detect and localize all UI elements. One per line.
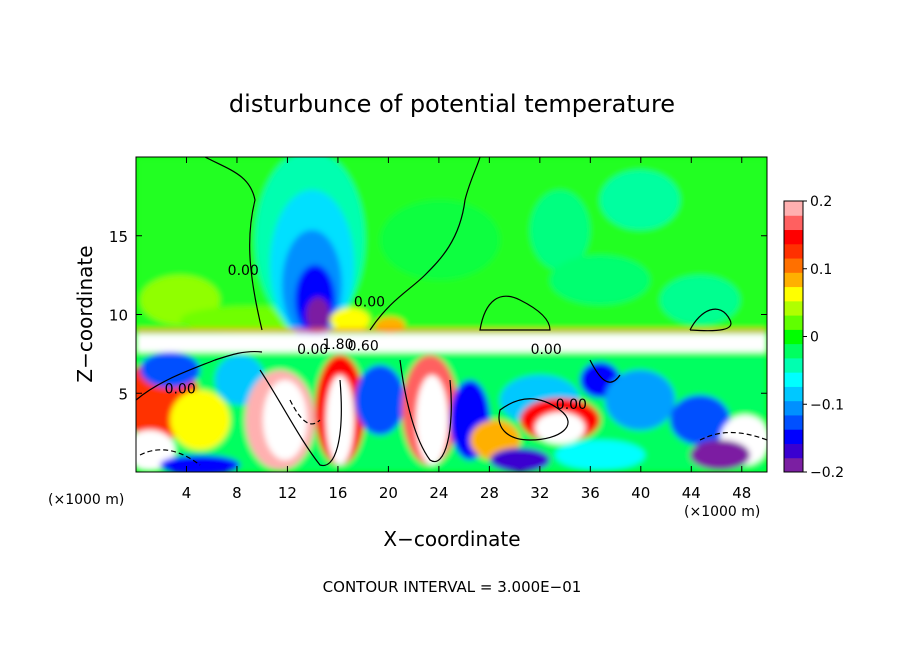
contour-line [589,359,621,383]
x-tick-label: 12 [278,484,297,502]
y-axis-label: Z−coordinate [73,245,97,382]
colorbar-tick-label: −0.1 [810,397,844,413]
contour-line [369,157,481,331]
field-patch [306,297,330,333]
field-patch [326,375,354,465]
contour-line [289,399,321,425]
colorbar-segment [784,457,803,473]
contour-interval-note: CONTOUR INTERVAL = 3.000E−01 [323,578,582,596]
contour-label: 0.00 [165,381,196,397]
colorbar-segment [784,400,803,416]
colorbar-segment [784,372,803,387]
colorbar-segment [784,243,803,259]
contour-label: 0.00 [354,295,385,311]
colorbar-segment [784,215,803,231]
field-patch [136,334,767,352]
x-tick-label: 36 [581,484,600,502]
field-patch [330,308,370,332]
field-patch [690,440,750,470]
field-patch [160,455,240,472]
colorbar-segments [784,201,803,473]
field-patch [380,200,500,280]
field-patch [490,448,550,472]
x-axis-label: X−coordinate [383,527,520,551]
contour-line [699,431,767,441]
x-unit-label-right: (×1000 m) [684,504,760,520]
field-patch [670,395,730,445]
y-tick-label: 5 [118,385,128,403]
colorbar-tick-label: 0 [810,330,819,346]
x-tick-label: 16 [328,484,347,502]
colorbar-segment [784,343,803,359]
x-tick-label: 32 [530,484,549,502]
field-patch [605,370,675,430]
x-tick-label: 48 [732,484,751,502]
contour-line [479,295,551,331]
contour-lines [136,157,767,467]
x-tick-label: 8 [232,484,242,502]
contour-line [204,157,263,331]
colorbar-segment [784,229,803,245]
y-tick-label: 15 [109,228,128,246]
x-tick-label: 28 [480,484,499,502]
y-tick-label: 10 [109,307,128,325]
field-patch [660,275,740,325]
field-patches [136,157,767,472]
field-patch [355,365,405,435]
contour-line [259,369,342,467]
colorbar-segment [784,315,803,330]
field-patch [555,440,645,470]
x-tick-label: 24 [429,484,448,502]
contour-label: 1.80 [322,337,353,353]
field-patch [535,412,585,444]
colorbar-segment [784,201,803,216]
colorbar-segment [784,286,803,302]
contour-line [136,350,263,401]
contour-label: 0.00 [297,342,328,358]
field-patch [170,390,230,450]
field-patch [136,329,767,332]
field-patch [550,255,650,305]
contour-label: 0.00 [531,342,562,358]
x-unit-label: (×1000 m) [48,492,124,508]
contour-labels: 0.000.001.800.600.00 0.000.000.00 [165,263,587,413]
colorbar-segment [784,329,803,345]
colorbar-segment [784,386,803,402]
colorbar-ticks: 0.2 0.1 0 −0.1 −0.2 [803,194,844,481]
contour-line [689,308,732,332]
field-patch [263,380,307,460]
colorbar-segment [784,258,803,273]
colorbar-segment [784,414,803,430]
colorbar-segment [784,357,803,373]
colorbar-tick-label: 0.1 [810,262,832,278]
y-ticks: 5 10 15 [109,228,767,403]
heatmap-field: 0.000.001.800.600.00 0.000.000.00 [136,157,767,472]
contour-label: 0.00 [556,397,587,413]
colorbar-tick-label: 0.2 [810,194,832,210]
field-patch [530,190,590,270]
field-patch [600,170,680,230]
contour-line [498,398,569,441]
contour-line [139,449,201,466]
colorbar-segment [784,300,803,316]
colorbar: 0.2 0.1 0 −0.1 −0.2 [783,194,844,481]
x-tick-label: 40 [631,484,650,502]
x-tick-label: 20 [379,484,398,502]
colorbar-segment [784,443,803,459]
chart-title: disturbunce of potential temperature [229,90,675,118]
contour-line [399,359,452,463]
contour-label: 0.60 [348,339,379,355]
x-tick-label: 4 [182,484,192,502]
x-ticks: 4 8 12 16 20 24 28 32 36 40 44 48 [182,157,751,502]
colorbar-tick-label: −0.2 [810,465,844,481]
colorbar-segment [784,272,803,288]
colorbar-segment [784,429,803,444]
field-patch [140,352,200,388]
contour-label: 0.00 [228,263,259,279]
field-patch [416,375,448,465]
x-tick-label: 44 [682,484,701,502]
